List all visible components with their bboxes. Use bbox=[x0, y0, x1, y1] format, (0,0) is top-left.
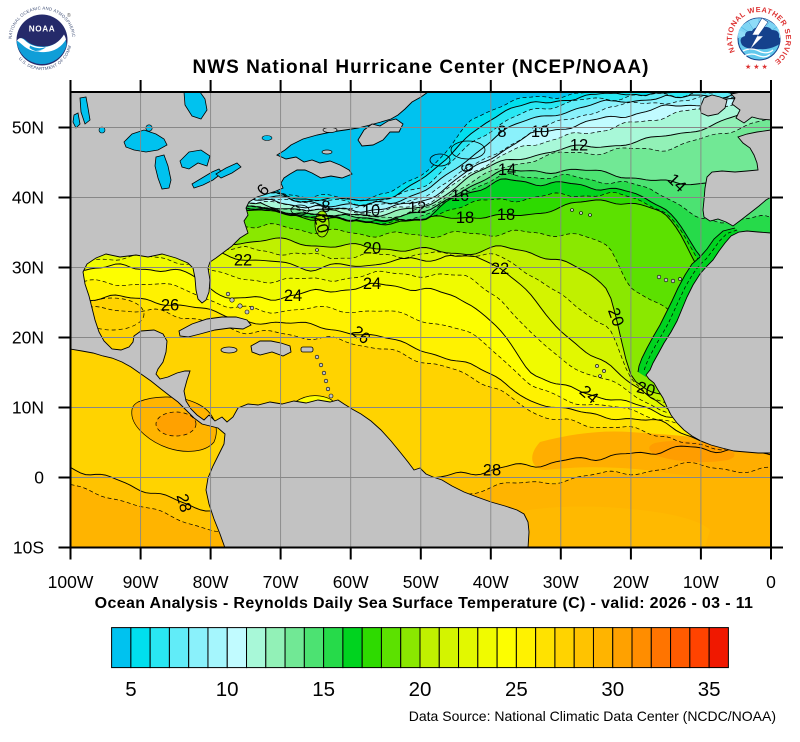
svg-text:10S: 10S bbox=[13, 538, 44, 558]
svg-text:22: 22 bbox=[234, 252, 252, 270]
svg-text:12: 12 bbox=[408, 199, 426, 217]
svg-text:10: 10 bbox=[216, 678, 239, 701]
svg-text:26: 26 bbox=[161, 297, 179, 315]
svg-text:8: 8 bbox=[321, 198, 330, 216]
svg-text:10: 10 bbox=[362, 202, 380, 220]
svg-text:15: 15 bbox=[312, 678, 335, 701]
svg-text:35: 35 bbox=[698, 678, 721, 701]
svg-text:20: 20 bbox=[363, 240, 381, 258]
svg-text:Data Source: National Climatic: Data Source: National Climatic Data Cent… bbox=[409, 708, 776, 724]
svg-text:10: 10 bbox=[531, 123, 549, 141]
svg-text:50W: 50W bbox=[403, 572, 439, 592]
svg-text:NOAA: NOAA bbox=[29, 25, 56, 34]
svg-text:60W: 60W bbox=[333, 572, 369, 592]
svg-text:20W: 20W bbox=[613, 572, 649, 592]
svg-text:20: 20 bbox=[604, 306, 627, 329]
svg-text:★ ★ ★: ★ ★ ★ bbox=[745, 63, 768, 71]
svg-text:12: 12 bbox=[570, 137, 588, 155]
svg-text:70W: 70W bbox=[263, 572, 299, 592]
svg-text:20N: 20N bbox=[12, 328, 44, 348]
svg-text:10N: 10N bbox=[12, 398, 44, 418]
svg-text:28: 28 bbox=[483, 462, 501, 480]
svg-text:8: 8 bbox=[497, 123, 506, 141]
svg-text:24: 24 bbox=[363, 275, 381, 293]
svg-text:20: 20 bbox=[310, 214, 331, 236]
svg-text:30W: 30W bbox=[543, 572, 579, 592]
svg-text:®: ® bbox=[67, 12, 71, 19]
svg-text:22: 22 bbox=[491, 260, 509, 278]
svg-text:0: 0 bbox=[766, 572, 776, 592]
svg-text:20: 20 bbox=[409, 678, 432, 701]
svg-text:9: 9 bbox=[457, 162, 476, 174]
svg-text:14: 14 bbox=[498, 161, 516, 179]
svg-text:25: 25 bbox=[505, 678, 528, 701]
svg-text:100W: 100W bbox=[48, 572, 94, 592]
svg-text:30N: 30N bbox=[12, 258, 44, 278]
svg-text:18: 18 bbox=[497, 206, 515, 224]
svg-text:NWS National Hurricane Center: NWS National Hurricane Center (NCEP/NOAA… bbox=[193, 57, 650, 78]
svg-text:24: 24 bbox=[284, 287, 302, 305]
svg-text:28: 28 bbox=[172, 492, 194, 514]
svg-text:50N: 50N bbox=[12, 118, 44, 138]
svg-text:20: 20 bbox=[635, 378, 657, 400]
svg-text:5: 5 bbox=[125, 678, 136, 701]
svg-text:40W: 40W bbox=[473, 572, 509, 592]
svg-text:90W: 90W bbox=[123, 572, 159, 592]
svg-text:30: 30 bbox=[601, 678, 624, 701]
svg-text:18: 18 bbox=[456, 209, 474, 227]
svg-text:16: 16 bbox=[451, 187, 469, 205]
svg-text:80W: 80W bbox=[193, 572, 229, 592]
svg-text:10W: 10W bbox=[683, 572, 719, 592]
svg-text:0: 0 bbox=[34, 468, 44, 488]
svg-text:Ocean Analysis - Reynolds Dail: Ocean Analysis - Reynolds Daily Sea Surf… bbox=[95, 595, 754, 612]
svg-text:40N: 40N bbox=[12, 188, 44, 208]
